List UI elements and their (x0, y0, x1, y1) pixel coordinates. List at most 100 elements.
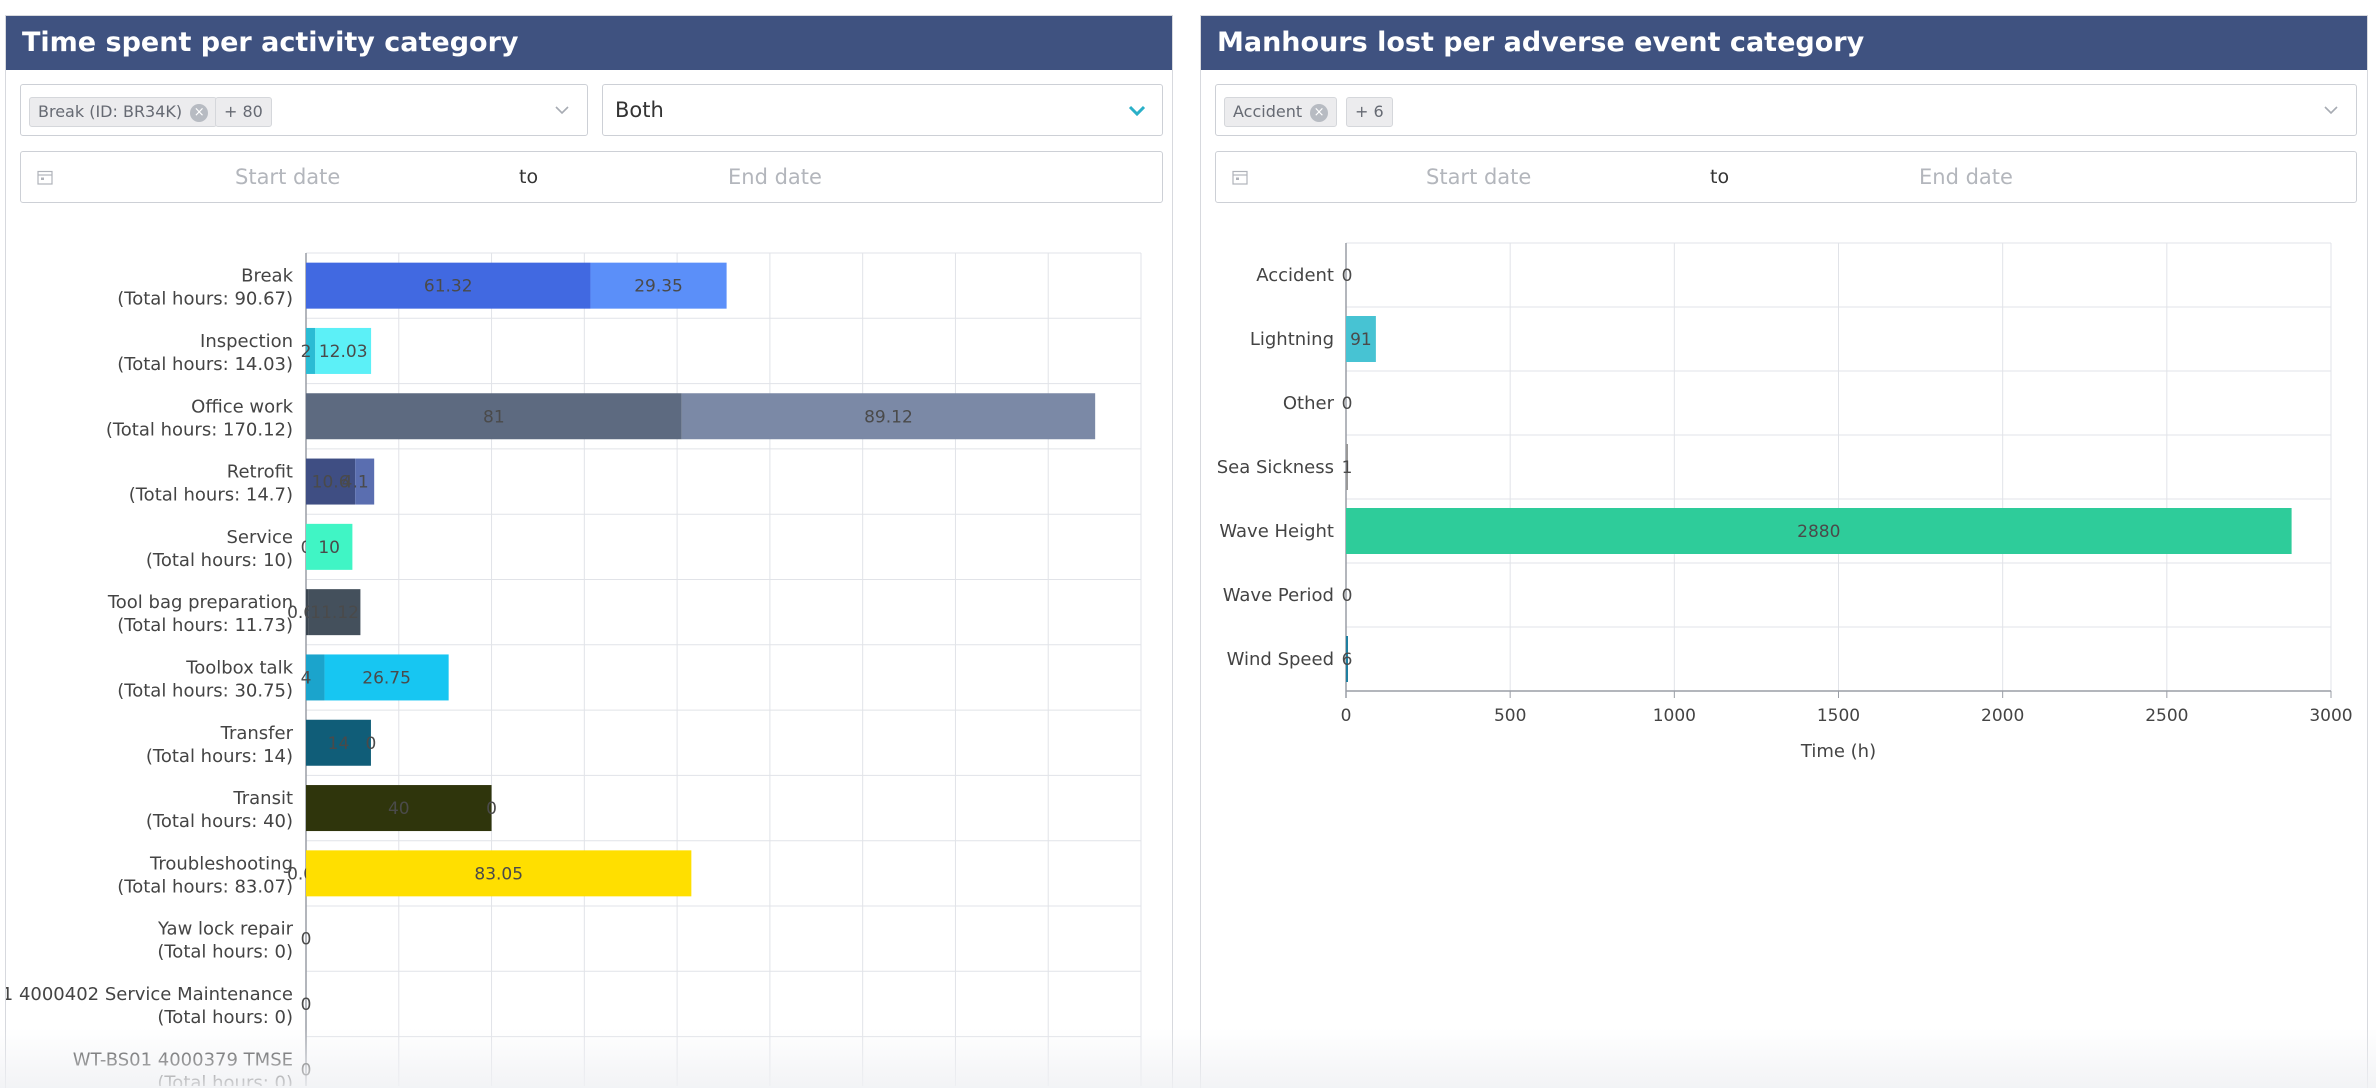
activity-time-chart: Break(Total hours: 90.67) 61.32 29.35 Inspe… (6, 252, 1142, 1086)
data-label: 29.35 (634, 277, 683, 297)
category-label: Wind Speed (1227, 649, 1334, 670)
remove-tag-icon[interactable]: × (1310, 104, 1329, 122)
data-label: 10 (318, 538, 340, 558)
bar-segment (306, 589, 309, 636)
category-label: Sea Sickness (1217, 457, 1334, 478)
bar-segment (306, 458, 356, 505)
bar-segment (324, 654, 449, 701)
data-label: 4.1 (342, 473, 369, 493)
category-label: Lightning (1250, 329, 1334, 350)
date-range-picker[interactable]: Start date to End date (20, 151, 1163, 203)
data-label: 4 (301, 668, 312, 688)
data-label: 0 (366, 734, 377, 754)
remove-tag-icon[interactable]: × (190, 104, 209, 122)
category-label: Toolbox talk (185, 657, 293, 678)
data-label: 11.12 (310, 603, 359, 623)
data-label: 10.6 (312, 473, 350, 493)
event-category-select[interactable]: Accident × + 6 (1215, 84, 2357, 136)
data-label: 0 (1342, 266, 1353, 286)
category-label: Office work (191, 396, 293, 417)
category-label: Wave Height (1219, 521, 1334, 542)
category-total-label: (Total hours: 14.03) (117, 354, 293, 375)
x-tick-label: 1000 (1653, 706, 1696, 726)
date-range-separator: to (1710, 166, 1730, 188)
x-tick-label: 3000 (2309, 706, 2352, 726)
data-label: 1 (1342, 458, 1353, 478)
data-label: 6 (1342, 650, 1353, 670)
calendar-icon (1232, 170, 1248, 185)
data-label: 91 (1350, 330, 1372, 350)
category-label: Wave Period (1223, 585, 1334, 606)
selected-tag: Break (ID: BR34K) × (29, 97, 218, 127)
date-range-picker[interactable]: Start date to End date (1215, 151, 2357, 203)
panel-title: Time spent per activity category (6, 16, 1172, 70)
bar-segment (306, 719, 371, 766)
more-tags-badge: + 6 (1346, 97, 1393, 127)
activity-time-panel: Time spent per activity category Break (… (5, 15, 1173, 1088)
data-label: 0 (301, 1060, 312, 1080)
category-label: Yaw lock repair (157, 919, 294, 940)
data-label: 14 (328, 734, 350, 754)
chevron-down-icon[interactable] (1126, 99, 1148, 121)
category-total-label: (Total hours: 14.7) (129, 485, 293, 506)
adverse-event-panel: Manhours lost per adverse event category… (1200, 15, 2368, 1088)
bar (1346, 636, 1348, 682)
data-label: 0 (301, 995, 312, 1015)
bar-segment (308, 589, 361, 636)
bar-segment (306, 785, 492, 832)
category-total-label: (Total hours: 0) (157, 942, 293, 963)
end-date-input[interactable]: End date (1919, 165, 2013, 189)
more-tags-badge: + 80 (215, 97, 272, 127)
chevron-down-icon[interactable] (2320, 99, 2342, 121)
category-total-label: (Total hours: 170.12) (106, 419, 293, 440)
data-label: 61.32 (424, 277, 473, 297)
start-date-input[interactable]: Start date (1426, 165, 1532, 189)
bar-segment (306, 327, 316, 374)
category-label: Accident (1256, 265, 1334, 286)
data-label: 0 (301, 930, 312, 950)
category-label: Retrofit (227, 462, 293, 483)
date-range-separator: to (519, 166, 539, 188)
x-axis-title: Time (h) (1800, 741, 1876, 762)
bar-segment (355, 458, 375, 505)
category-label: Transit (232, 788, 293, 809)
data-label: 0 (1342, 586, 1353, 606)
data-label: 0 (1342, 394, 1353, 414)
mode-select[interactable]: Both (602, 84, 1163, 136)
data-label: 0 (486, 799, 497, 819)
data-label: 2 (301, 342, 312, 362)
category-label: Break (241, 266, 293, 287)
chevron-down-icon[interactable] (551, 99, 573, 121)
category-total-label: (Total hours: 90.67) (117, 289, 293, 310)
x-tick-label: 1500 (1817, 706, 1860, 726)
category-total-label: (Total hours: 11.73) (117, 615, 293, 636)
category-total-label: (Total hours: 30.75) (117, 680, 293, 701)
bar-segment (306, 523, 353, 570)
category-label: Tool bag preparation (107, 592, 293, 613)
bar-segment (681, 393, 1096, 440)
bar-segment (306, 393, 682, 440)
start-date-input[interactable]: Start date (235, 165, 341, 189)
category-total-label: (Total hours: 40) (146, 811, 293, 832)
tag-label: Break (ID: BR34K) (38, 102, 183, 121)
adverse-event-chart: 0 500 1000 1500 2000 2500 3000 Accident 0 Lightni… (1217, 242, 2353, 762)
bar (1346, 316, 1376, 362)
activity-category-select[interactable]: Break (ID: BR34K) × + 80 (20, 84, 588, 136)
mode-select-value: Both (615, 98, 664, 122)
category-total-label: (Total hours: 0) (157, 1007, 293, 1028)
bar (1346, 444, 1348, 490)
tag-label: Accident (1233, 102, 1303, 121)
category-total-label: (Total hours: 0) (157, 1072, 293, 1086)
bar-segment (315, 327, 372, 374)
calendar-icon (37, 170, 53, 185)
selected-tag: Accident × (1224, 97, 1338, 127)
bar-segment (306, 850, 692, 897)
bar-segment (590, 262, 727, 309)
category-label: 01 4000402 Service Maintenance (6, 984, 293, 1005)
x-tick-label: 0 (1341, 706, 1352, 726)
category-label: Troubleshooting (149, 853, 293, 874)
category-label: Other (1283, 393, 1335, 414)
data-label: 40 (388, 799, 410, 819)
end-date-input[interactable]: End date (728, 165, 822, 189)
category-total-label: (Total hours: 14) (146, 746, 293, 767)
